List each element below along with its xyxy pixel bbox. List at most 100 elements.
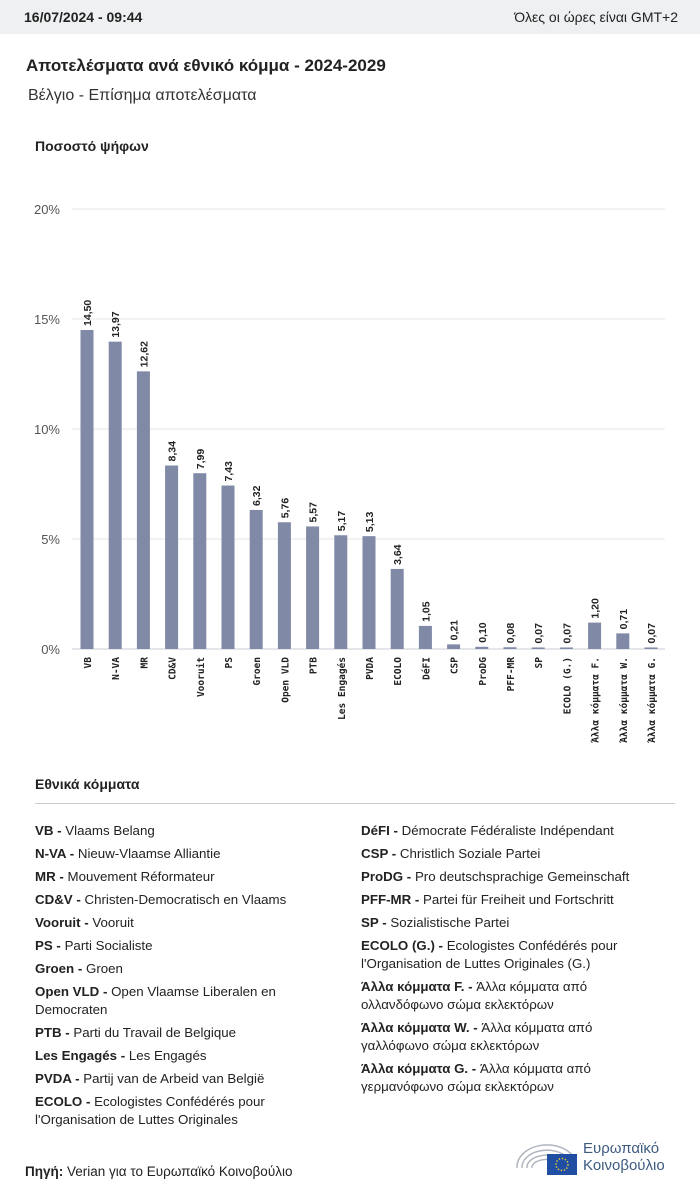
data-label: 5,13 <box>364 512 376 533</box>
data-label: 7,43 <box>223 461 235 482</box>
bar <box>475 646 489 649</box>
bar <box>136 371 150 649</box>
data-label: 1,20 <box>590 598 602 619</box>
legend-title: Εθνικά κόμματα <box>35 776 140 792</box>
data-label: 0,07 <box>561 623 573 644</box>
data-label: 5,76 <box>279 498 291 519</box>
y-tick-label: 5% <box>41 532 60 547</box>
data-label: 0,21 <box>449 620 461 641</box>
data-label: 5,17 <box>336 511 348 532</box>
legend-item: Les Engagés - Les Engagés <box>35 1048 207 1063</box>
legend-item: SP - Sozialistische Partei <box>361 915 510 930</box>
data-label: 14,50 <box>82 300 94 326</box>
x-tick-label: SP <box>534 657 545 669</box>
legend-item: PTB - Parti du Travail de Belgique <box>35 1025 237 1040</box>
legend-item: Groen - Groen <box>35 961 123 976</box>
x-tick-label: Open VLD <box>280 657 291 703</box>
data-label: 1,05 <box>420 601 432 622</box>
y-tick-label: 0% <box>41 642 60 657</box>
bar <box>221 485 235 649</box>
legend-item: PS - Parti Socialiste <box>35 938 153 953</box>
legend-item: PFF-MR - Partei für Freiheit und Fortsch… <box>361 892 614 907</box>
legend-item: PVDA - Partij van de Arbeid van België <box>35 1071 265 1086</box>
data-label: 6,32 <box>251 485 263 506</box>
bar <box>193 473 207 649</box>
legend-item: Vooruit - Vooruit <box>35 915 134 930</box>
bar <box>644 647 658 649</box>
parliament-logo-icon <box>516 1144 577 1175</box>
x-tick-label: CSP <box>450 657 461 674</box>
x-tick-label: Vooruit <box>196 657 207 697</box>
data-label: 13,97 <box>110 311 122 337</box>
data-label: 5,57 <box>308 502 320 523</box>
datetime: 16/07/2024 - 09:44 <box>24 9 143 25</box>
legend-item: Άλλα κόμματα F. - Άλλα κόμματα από ολλαν… <box>361 979 588 1012</box>
bar-chart: 0% 5% 10% 15% 20% 14,50 VB 13,97 N-VA 12,62 MR 8,34… <box>34 202 665 744</box>
legend-item: Άλλα κόμματα W. - Άλλα κόμματα από γαλλό… <box>361 1020 593 1053</box>
bar <box>306 526 320 649</box>
legend-item: ProDG - Pro deutschsprachige Gemeinschaf… <box>361 869 630 884</box>
legend-left: VB - Vlaams Belang N-VA - Nieuw-Vlaamse A… <box>35 822 335 1134</box>
bar <box>531 647 545 649</box>
x-tick-label: PTB <box>309 657 320 674</box>
bar <box>390 568 404 649</box>
legend-right: DéFI - Démocrate Fédéraliste Indépendant… <box>361 822 661 1101</box>
logo-line2: Κοινοβούλιο <box>583 1157 665 1174</box>
x-tick-label: MR <box>139 657 150 669</box>
divider <box>35 803 675 804</box>
data-label: 12,62 <box>138 341 150 367</box>
page-subtitle: Βέλγιο - Επίσημα αποτελέσματα <box>28 87 257 104</box>
x-tick-label: CD&V <box>168 657 179 680</box>
logo-line1: Ευρωπαϊκό <box>583 1140 660 1157</box>
x-tick-label: Άλλα κόμματα G. <box>647 657 658 744</box>
top-bar: 16/07/2024 - 09:44 Όλες οι ώρες είναι GM… <box>0 0 700 34</box>
data-label: 0,07 <box>646 623 658 644</box>
bar <box>616 633 630 649</box>
data-label: 7,99 <box>195 449 207 470</box>
y-axis-label: Ποσοστό ψήφων <box>35 138 149 154</box>
bar <box>362 536 376 649</box>
legend-item: DéFI - Démocrate Fédéraliste Indépendant <box>361 823 614 838</box>
source: Πηγή: Verian για το Ευρωπαϊκό Κοινοβούλι… <box>25 1164 292 1179</box>
data-label: 3,64 <box>392 544 404 565</box>
x-tick-label: Άλλα κόμματα W. <box>619 657 630 744</box>
bar <box>249 509 263 649</box>
legend-item: ECOLO - Ecologistes Confédérés pour l'Or… <box>35 1094 265 1127</box>
legend-item: MR - Mouvement Réformateur <box>35 869 215 884</box>
legend-item: N-VA - Nieuw-Vlaamse Alliantie <box>35 846 221 861</box>
legend-item: Open VLD - Open Vlaamse Liberalen en Dem… <box>35 984 276 1017</box>
x-tick-label: DéFI <box>421 657 432 680</box>
data-label: 0,07 <box>533 623 545 644</box>
x-tick-label: VB <box>83 657 94 669</box>
x-tick-label: ECOLO (G.) <box>562 657 573 714</box>
y-tick-label: 20% <box>34 202 60 217</box>
data-label: 0,08 <box>505 623 517 644</box>
bar <box>559 647 573 649</box>
x-tick-label: Άλλα κόμματα F. <box>591 657 602 744</box>
x-tick-label: PFF-MR <box>506 657 517 692</box>
bar <box>447 644 461 649</box>
bar <box>165 465 179 649</box>
x-tick-label: N-VA <box>111 657 122 680</box>
bar <box>334 535 348 649</box>
legend-item: Άλλα κόμματα G. - Άλλα κόμματα από γερμα… <box>361 1061 591 1094</box>
x-tick-label: Groen <box>252 657 263 686</box>
y-tick-label: 15% <box>34 312 60 327</box>
x-tick-label: ProDG <box>478 657 489 686</box>
bar <box>277 522 291 649</box>
legend-item: CSP - Christlich Soziale Partei <box>361 846 541 861</box>
bar <box>418 625 432 649</box>
bar <box>80 330 94 649</box>
bar <box>503 647 517 649</box>
legend-item: ECOLO (G.) - Ecologistes Confédérés pour… <box>361 938 618 971</box>
data-label: 0,10 <box>477 622 489 643</box>
source-label: Πηγή: <box>25 1164 64 1179</box>
timezone-note: Όλες οι ώρες είναι GMT+2 <box>514 9 678 25</box>
x-tick-label: ECOLO <box>393 657 404 686</box>
bar <box>588 622 602 649</box>
legend-item: VB - Vlaams Belang <box>35 823 155 838</box>
y-tick-label: 10% <box>34 422 60 437</box>
bar <box>108 341 122 649</box>
x-tick-label: Les Engagés <box>337 657 348 720</box>
x-tick-label: PVDA <box>365 657 376 680</box>
